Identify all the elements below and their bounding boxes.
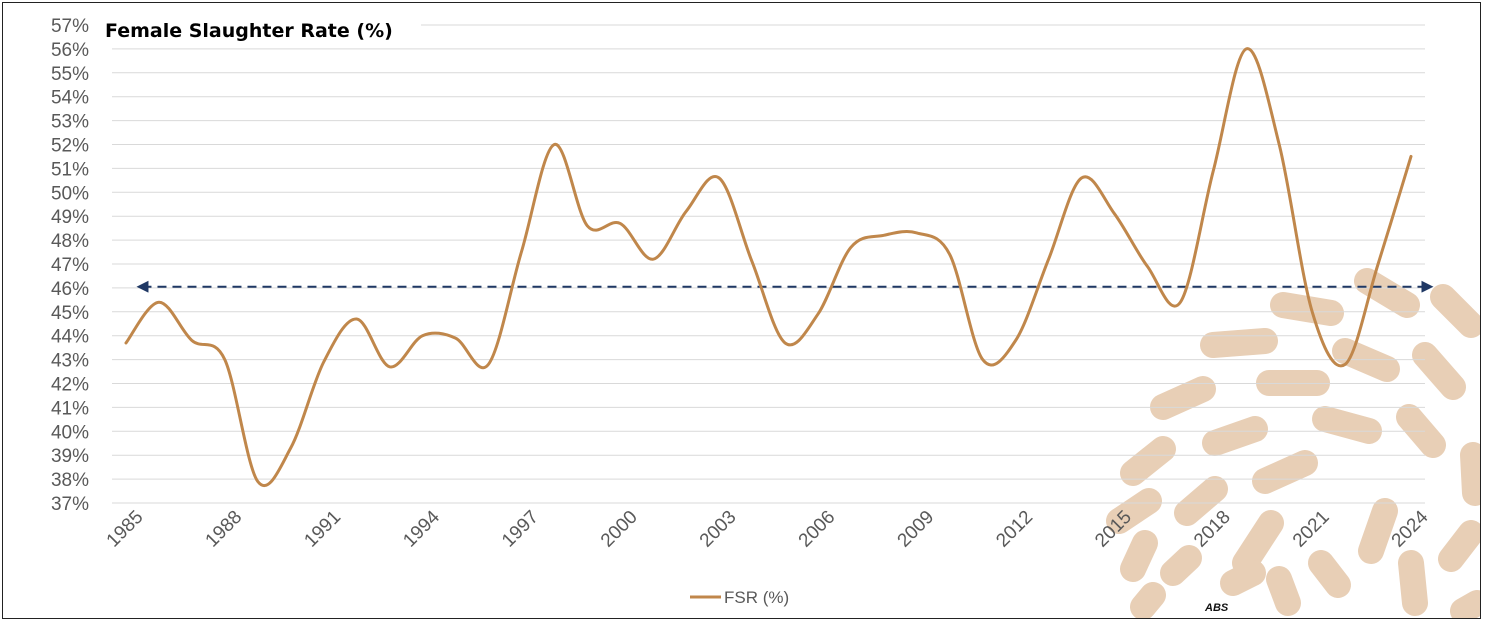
watermark-stroke xyxy=(1174,476,1228,526)
watermark-stroke xyxy=(1252,450,1318,494)
watermark-stroke xyxy=(1220,560,1266,596)
y-tick-label: 47% xyxy=(51,255,89,276)
watermark-stroke xyxy=(1412,342,1466,400)
series-line-fsr xyxy=(124,47,1413,487)
y-tick-label: 52% xyxy=(51,136,89,157)
line-chart: 37% 38% 39% 40% 41%42% 43% 44% 45% 46% 47% 48% 49% 5… xyxy=(51,13,1480,618)
y-tick-label: 51% xyxy=(51,159,89,180)
y-tick-label: 45% xyxy=(51,303,89,324)
x-tick-label: 2000 xyxy=(597,507,642,552)
watermark-stroke xyxy=(1106,488,1162,534)
y-tick-label: 48% xyxy=(51,231,89,252)
x-tick-label: 2006 xyxy=(795,507,840,552)
watermark-stroke xyxy=(1200,328,1278,358)
x-tick-label: 2021 xyxy=(1289,507,1334,552)
y-tick-label: 57% xyxy=(51,16,89,37)
title-background xyxy=(99,13,421,47)
x-axis-tick-labels: 1985 1988 1991 1994 1997 2000 2003 2006 2009 2012… xyxy=(103,506,1433,551)
watermark-stroke xyxy=(1398,550,1428,616)
y-tick-label: 38% xyxy=(51,470,89,491)
x-tick-label: 1988 xyxy=(202,507,247,552)
watermark-stroke xyxy=(1358,498,1398,564)
y-tick-label: 55% xyxy=(51,64,89,85)
watermark-stroke xyxy=(1450,590,1480,618)
x-tick-label: 2003 xyxy=(696,507,741,552)
legend-label: FSR (%) xyxy=(724,588,789,607)
y-tick-label: 44% xyxy=(51,327,89,348)
series-layer xyxy=(124,47,1413,487)
y-tick-label: 49% xyxy=(51,207,89,228)
y-tick-label: 40% xyxy=(51,422,89,443)
watermark-stroke xyxy=(1430,284,1480,338)
y-tick-label: 39% xyxy=(51,446,89,467)
legend: FSR (%) xyxy=(690,588,789,607)
x-tick-label: 2009 xyxy=(894,507,939,552)
y-tick-label: 46% xyxy=(51,279,89,300)
x-tick-label: 1991 xyxy=(300,507,345,552)
y-tick-label: 50% xyxy=(51,183,89,204)
y-tick-label: 53% xyxy=(51,112,89,133)
y-axis-tick-labels: 37% 38% 39% 40% 41%42% 43% 44% 45% 46% 47% 48% 49% 5… xyxy=(51,16,89,515)
y-tick-label: 56% xyxy=(51,40,89,61)
watermark-stroke xyxy=(1232,510,1284,576)
watermark-stroke xyxy=(1130,582,1166,618)
x-tick-label: 1985 xyxy=(103,507,148,552)
x-tick-label: 1994 xyxy=(399,506,444,551)
watermark-stroke xyxy=(1120,436,1176,486)
x-tick-label: 1997 xyxy=(498,507,543,552)
watermark-stroke xyxy=(1150,376,1216,420)
gridlines xyxy=(112,24,1425,504)
y-tick-label: 43% xyxy=(51,351,89,372)
y-tick-label: 54% xyxy=(51,88,89,109)
watermark-stroke xyxy=(1266,566,1301,616)
y-tick-label: 42% xyxy=(51,375,89,396)
source-label: ABS xyxy=(1204,602,1229,614)
y-tick-label: 37% xyxy=(51,494,89,515)
watermark-stroke xyxy=(1160,545,1202,586)
watermark-stroke xyxy=(1308,550,1351,598)
watermark-stroke xyxy=(1120,530,1158,582)
x-tick-label: 2012 xyxy=(992,507,1037,552)
watermark-pattern xyxy=(1106,268,1480,618)
watermark-stroke xyxy=(1312,406,1382,444)
watermark-stroke xyxy=(1438,520,1480,572)
watermark-stroke xyxy=(1460,442,1480,506)
y-tick-label: 41% xyxy=(51,398,89,419)
chart-title: Female Slaughter Rate (%) xyxy=(105,20,393,42)
